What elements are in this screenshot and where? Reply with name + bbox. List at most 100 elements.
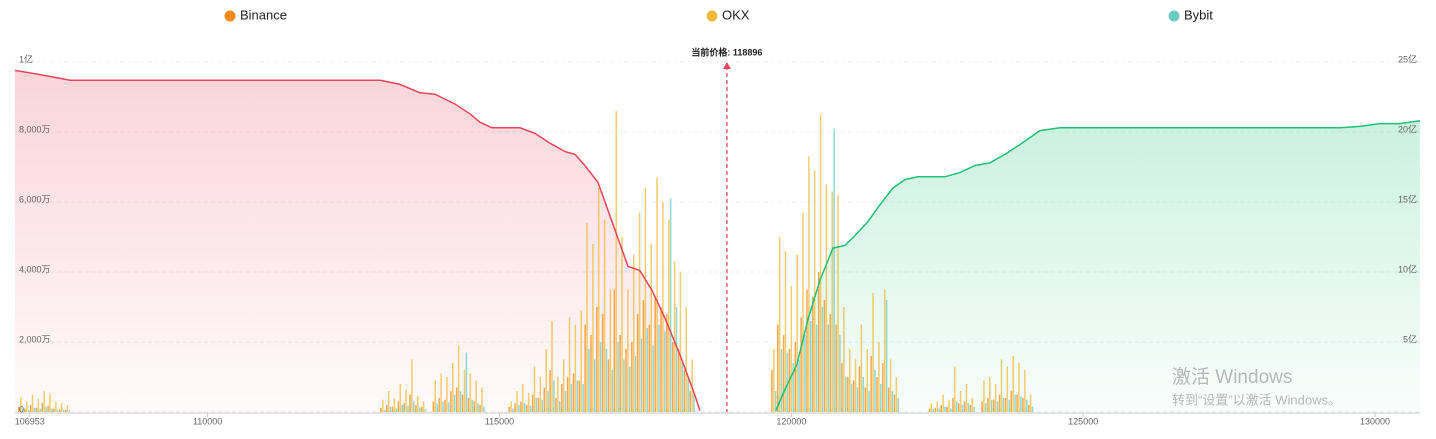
bar xyxy=(543,387,546,412)
bar xyxy=(668,219,670,412)
bar xyxy=(25,401,28,412)
bar xyxy=(609,289,612,412)
bar xyxy=(782,335,785,412)
bar xyxy=(987,398,989,412)
bar xyxy=(673,261,676,412)
bar xyxy=(1000,359,1003,412)
bar xyxy=(1010,391,1013,412)
bar xyxy=(555,398,557,412)
bar xyxy=(1020,396,1022,412)
bar xyxy=(66,405,69,412)
bar xyxy=(599,342,602,412)
bar xyxy=(778,237,781,412)
bar xyxy=(551,321,553,412)
bar xyxy=(568,317,571,412)
bar xyxy=(689,391,691,412)
bar xyxy=(848,349,851,412)
bar xyxy=(804,335,806,412)
bar xyxy=(681,359,684,412)
bar xyxy=(463,370,466,412)
bar xyxy=(954,366,956,412)
bar xyxy=(827,324,830,412)
bar xyxy=(582,384,584,412)
bar xyxy=(420,406,423,412)
bar xyxy=(1025,399,1028,412)
bar xyxy=(981,401,983,412)
bar xyxy=(41,403,44,412)
bar xyxy=(572,373,575,412)
bar xyxy=(613,289,616,412)
bar xyxy=(885,300,888,412)
bar xyxy=(895,377,898,412)
bar xyxy=(405,389,407,412)
bar xyxy=(784,251,787,412)
bar xyxy=(837,195,839,412)
bar xyxy=(21,409,24,412)
y-tick-label: 1亿 xyxy=(19,53,33,64)
bar xyxy=(508,406,511,412)
bar xyxy=(938,408,940,412)
bar xyxy=(383,409,386,412)
bar xyxy=(796,254,798,412)
bar xyxy=(35,407,38,412)
bar xyxy=(605,349,608,412)
bar xyxy=(471,399,473,412)
bar xyxy=(51,408,53,412)
bar xyxy=(940,405,942,412)
bar xyxy=(62,410,65,412)
bar xyxy=(448,402,450,412)
bar xyxy=(59,409,61,412)
bar xyxy=(669,198,672,412)
bar xyxy=(523,403,526,412)
bar xyxy=(882,363,884,412)
bar xyxy=(564,391,567,412)
bar xyxy=(971,398,974,412)
bar xyxy=(813,170,816,412)
bar xyxy=(47,405,49,412)
bar xyxy=(973,406,975,412)
bar xyxy=(588,349,590,412)
bar xyxy=(858,366,861,412)
legend-swatch xyxy=(706,10,718,22)
bar xyxy=(874,370,876,412)
bar xyxy=(527,392,530,412)
bar xyxy=(685,307,688,412)
bar xyxy=(434,380,437,412)
bar xyxy=(1014,394,1016,412)
bar xyxy=(381,399,384,412)
bar xyxy=(817,272,820,412)
bar xyxy=(596,307,598,412)
bar xyxy=(417,396,419,412)
bar xyxy=(442,401,444,412)
bar xyxy=(57,409,59,412)
bar xyxy=(24,408,26,412)
bar xyxy=(446,377,448,412)
bar xyxy=(465,352,468,412)
bar xyxy=(457,345,460,412)
bar xyxy=(557,377,559,412)
watermark-title: 激活 Windows xyxy=(1172,366,1292,388)
bar xyxy=(656,177,658,412)
bar xyxy=(514,403,516,412)
bar xyxy=(798,359,800,412)
bar xyxy=(432,401,435,412)
x-tick-label: 120000 xyxy=(776,416,806,426)
legend-label: Binance xyxy=(240,7,287,22)
y-tick-label: 2,000万 xyxy=(19,334,51,344)
bar xyxy=(856,387,859,412)
bar xyxy=(576,380,579,412)
bar xyxy=(529,405,532,412)
bar xyxy=(580,310,582,412)
bar xyxy=(520,401,522,412)
bar xyxy=(1016,394,1018,412)
bar xyxy=(780,349,783,412)
bar xyxy=(539,377,542,412)
bar xyxy=(664,331,666,412)
bar xyxy=(397,401,400,412)
y2-tick-label: 20亿 xyxy=(1398,123,1417,134)
y-tick-label: 0 xyxy=(19,404,24,414)
bar xyxy=(409,394,411,412)
bar xyxy=(422,401,425,412)
bar xyxy=(648,324,651,412)
current-price-arrow xyxy=(722,62,731,69)
